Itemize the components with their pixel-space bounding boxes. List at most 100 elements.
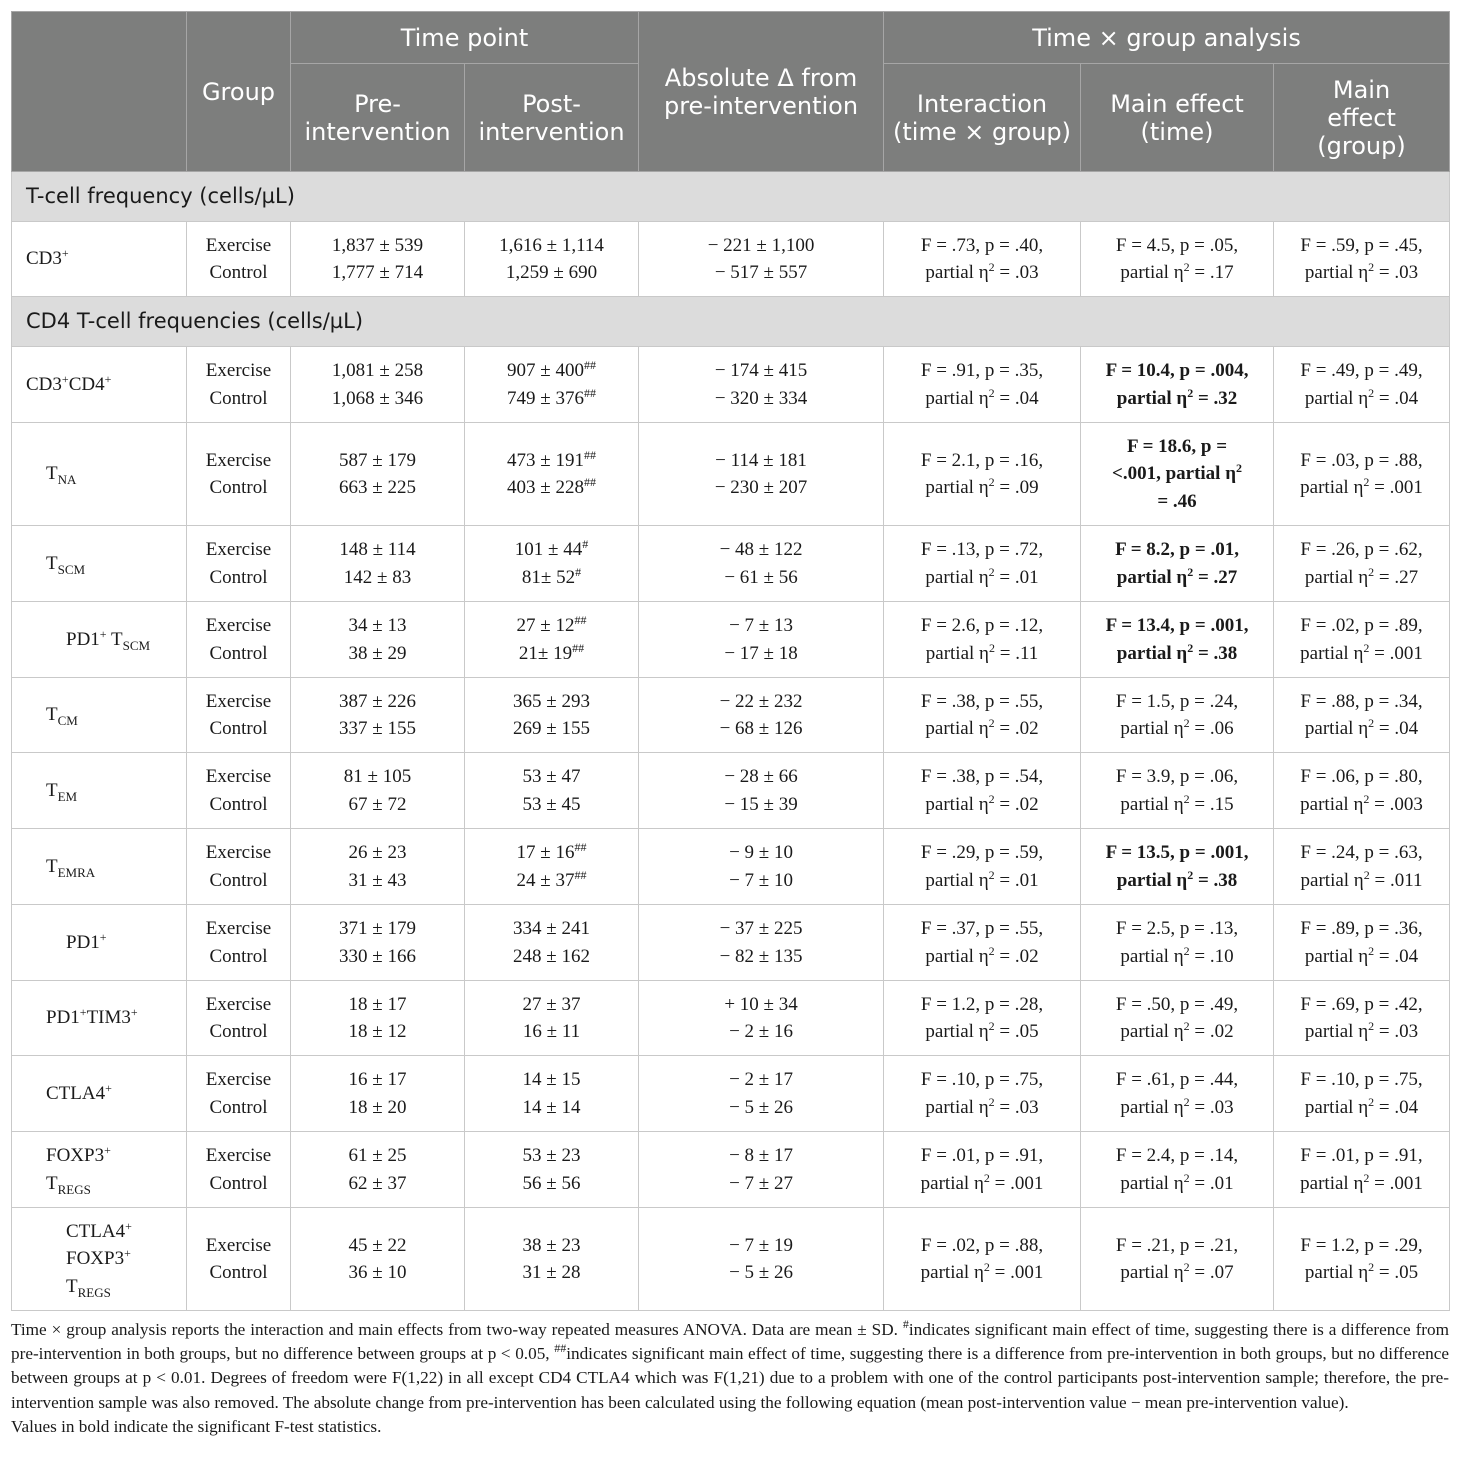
post-value-line: 334 ± 241 [513,918,590,939]
delta-value-line: − 5 ± 26 [729,1096,793,1118]
interaction-cell: F = 1.2, p = .28, partial η2 = .05 [883,980,1082,1056]
post-value-line: 53 ± 45 [522,793,581,815]
interaction-cell: F = .73, p = .40, partial η2 = .03 [883,221,1082,297]
group-line: Exercise [205,449,272,471]
main-effect-group-line: F = .89, p = .36, [1300,918,1423,939]
main-effect-time-cell: F = 13.4, p = .001, partial η2 = .38 [1080,601,1275,678]
group-line: Control [209,477,268,498]
pre-intervention-cell: 26 ± 23 31 ± 43 [290,828,465,905]
post-value-line: 53 ± 47 [522,766,581,787]
pre-intervention-cell: 1,837 ± 539 1,777 ± 714 [290,221,465,297]
main-effect-time-line: F = .50, p = .49, [1115,993,1239,1015]
group-cell: Exercise Control [186,828,291,905]
main-effect-group-cell: F = .49, p = .49, partial η2 = .04 [1273,346,1451,423]
pre-value-line: 337 ± 155 [339,718,416,739]
main-effect-group-line: F = .59, p = .45, [1300,234,1423,256]
post-value-line: 1,616 ± 1,114 [499,234,604,256]
pre-intervention-cell: 371 ± 179 330 ± 166 [290,904,465,981]
delta-value-line: − 28 ± 66 [724,766,798,787]
post-value-line: 21± 19## [518,640,585,664]
post-intervention-cell: 27 ± 12## 21± 19## [463,601,640,678]
main-effect-time-cell: F = 1.5, p = .24, partial η2 = .06 [1080,677,1275,753]
main-effect-group-line: partial η2 = .05 [1304,1260,1419,1283]
group-line: Exercise [205,766,272,787]
table-row: FOXP3+ TREGS Exercise Control 61 ± 25 62 ± 37… [11,1131,1451,1208]
group-cell: Exercise Control [186,346,291,423]
row-label: CTLA4+ [11,1055,187,1132]
group-line: Control [209,793,268,815]
main-effect-group-cell: F = .01, p = .91, partial η2 = .001 [1273,1131,1451,1208]
table-row: TSCM Exercise Control 148 ± 114 142 ± 83 101 … [11,525,1451,602]
post-intervention-cell: 14 ± 15 14 ± 14 [463,1055,640,1132]
pre-value-line: 26 ± 23 [348,842,407,863]
results-table-container: Group Time point Absolute Δ from pre-int… [10,11,1451,1311]
main-effect-group-line: partial η2 = .03 [1304,260,1419,283]
main-effect-time-line: F = 18.6, p = [1126,435,1228,457]
delta-value-line: + 10 ± 34 [724,993,798,1015]
row-label: CD3+ [11,221,187,297]
interaction-line: partial η2 = .04 [925,385,1039,409]
group-cell: Exercise Control [186,221,291,297]
header-group: Group [186,11,291,172]
group-line: Control [209,945,268,967]
post-value-line: 17 ± 16## [516,840,587,863]
post-intervention-cell: 1,616 ± 1,114 1,259 ± 690 [463,221,640,297]
pre-value-line: 1,777 ± 714 [331,262,424,283]
delta-value-line: − 15 ± 39 [724,793,798,815]
group-line: Control [209,387,268,409]
pre-intervention-cell: 1,081 ± 258 1,068 ± 346 [290,346,465,423]
absolute-delta-cell: − 7 ± 13 − 17 ± 18 [638,601,885,678]
group-line: Exercise [205,690,272,712]
main-effect-time-line: partial η2 = .38 [1116,640,1238,664]
pre-value-line: 62 ± 37 [348,1172,407,1194]
main-effect-time-cell: F = .50, p = .49, partial η2 = .02 [1080,980,1275,1056]
header-time-point: Time point [289,11,640,64]
group-line: Exercise [205,234,272,256]
main-effect-time-line: partial η2 = .10 [1120,943,1234,967]
main-effect-group-line: partial η2 = .03 [1304,1019,1419,1042]
row-label: TNA [11,422,187,526]
pre-value-line: 81 ± 105 [343,766,412,787]
pre-value-line: 1,837 ± 539 [331,234,424,256]
main-effect-group-line: partial η2 = .011 [1300,867,1423,891]
interaction-line: F = .13, p = .72, [920,539,1044,560]
group-line: Exercise [205,539,272,560]
interaction-cell: F = .38, p = .55, partial η2 = .02 [883,677,1082,753]
main-effect-time-line: F = 2.5, p = .13, [1115,918,1239,939]
main-effect-group-line: F = .24, p = .63, [1300,842,1423,863]
main-effect-group-cell: F = .88, p = .34, partial η2 = .04 [1273,677,1451,753]
post-value-line: 81± 52# [521,564,582,588]
main-effect-group-line: F = .69, p = .42, [1300,993,1423,1015]
interaction-line: F = 1.2, p = .28, [920,993,1044,1015]
table-row: TEM Exercise Control 81 ± 105 67 ± 72 53 ± 47… [11,752,1451,829]
post-value-line: 403 ± 228## [507,475,596,498]
pre-intervention-cell: 34 ± 13 38 ± 29 [290,601,465,678]
table-row: CTLA4+ Exercise Control 16 ± 17 18 ± 20 14 ± … [11,1055,1451,1132]
main-effect-time-line: partial η2 = .07 [1120,1260,1234,1283]
main-effect-group-cell: F = .10, p = .75, partial η2 = .04 [1273,1055,1451,1132]
post-value-line: 16 ± 11 [522,1021,581,1042]
main-effect-time-line: F = 1.5, p = .24, [1115,690,1239,712]
pre-value-line: 587 ± 179 [339,449,416,471]
interaction-cell: F = .91, p = .35, partial η2 = .04 [883,346,1082,423]
main-effect-time-line: partial η2 = .03 [1120,1094,1234,1118]
main-effect-time-cell: F = .61, p = .44, partial η2 = .03 [1080,1055,1275,1132]
pre-intervention-cell: 587 ± 179 663 ± 225 [290,422,465,526]
group-cell: Exercise Control [186,1131,291,1208]
delta-value-line: − 61 ± 56 [724,566,798,588]
main-effect-time-line: F = 4.5, p = .05, [1115,234,1239,256]
main-effect-group-line: F = .26, p = .62, [1300,539,1423,560]
table-footnotes: Time × group analysis reports the intera… [11,1318,1449,1439]
row-label: PD1+ [11,904,187,981]
pre-value-line: 67 ± 72 [348,793,407,815]
delta-value-line: − 230 ± 207 [714,477,808,498]
post-value-line: 14 ± 14 [522,1096,581,1118]
post-value-line: 248 ± 162 [513,945,590,967]
interaction-line: F = .10, p = .75, [920,1069,1044,1090]
group-line: Control [209,566,268,588]
group-line: Control [209,1262,268,1283]
interaction-line: partial η2 = .001 [920,1260,1044,1283]
post-intervention-cell: 907 ± 400## 749 ± 376## [463,346,640,423]
table-row: CD3+ Exercise Control 1,837 ± 539 1,777 ± 71… [11,221,1451,297]
pre-value-line: 36 ± 10 [348,1262,407,1283]
